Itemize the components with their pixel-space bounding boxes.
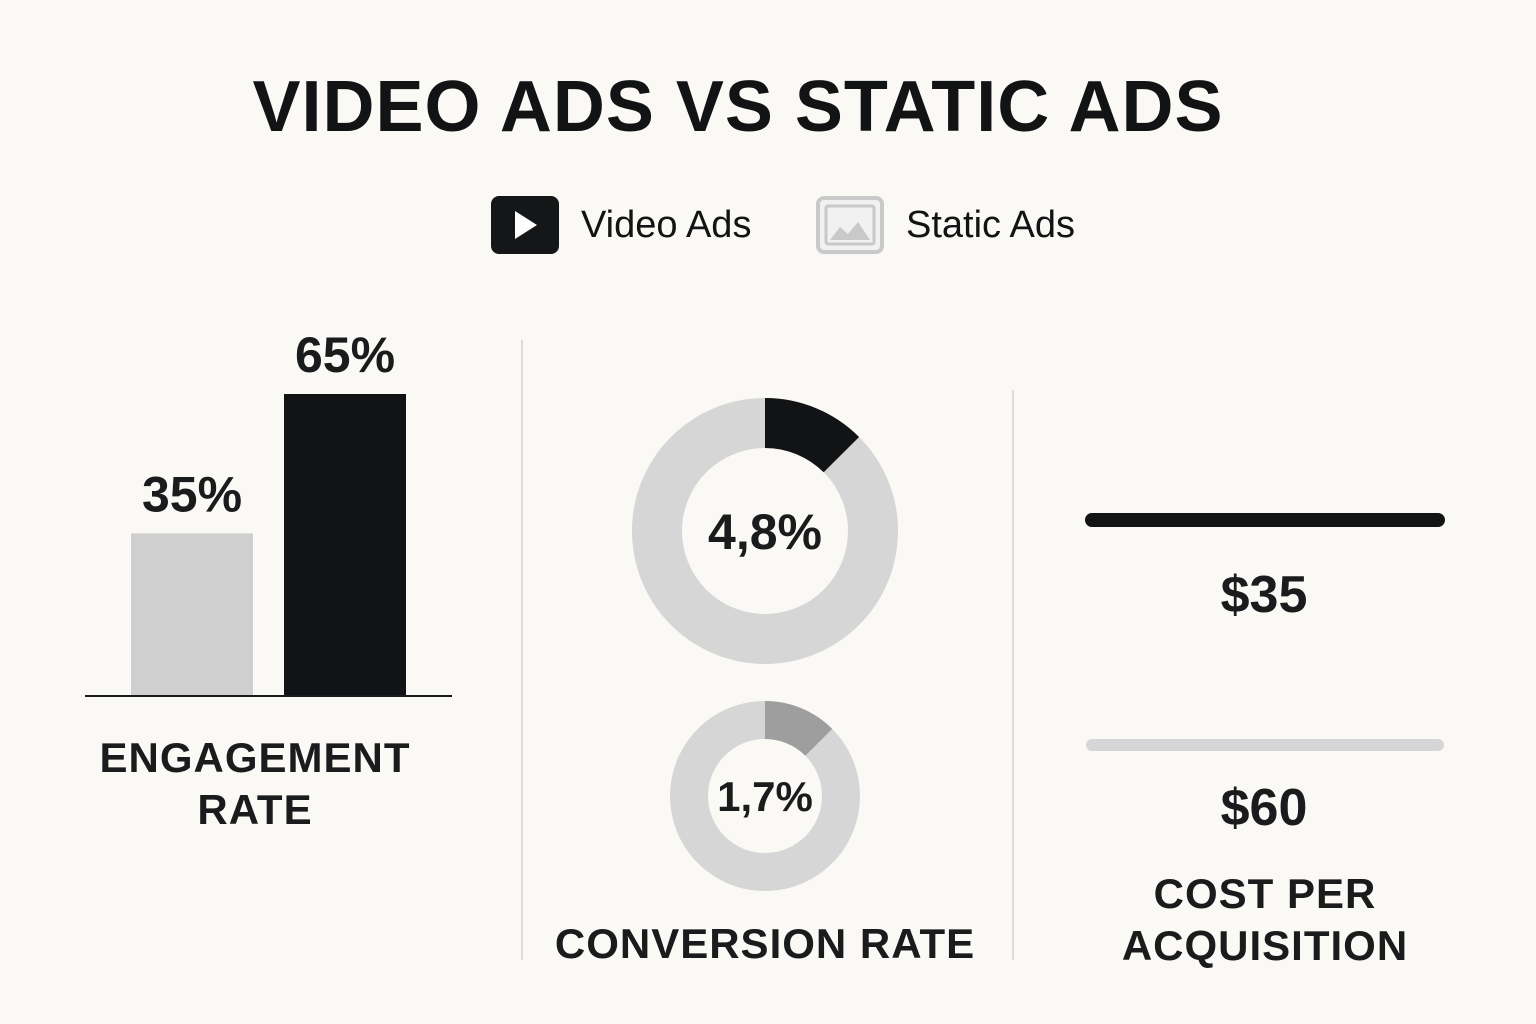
engagement-bar-chart: 35% 65% bbox=[85, 327, 452, 697]
bar-value-label: 65% bbox=[295, 327, 395, 383]
bar-video-ads bbox=[284, 394, 406, 696]
legend-label-video: Video Ads bbox=[581, 203, 752, 246]
legend: Video Ads Static Ads bbox=[0, 196, 1536, 254]
conversion-rate-label: CONVERSION RATE bbox=[554, 920, 976, 967]
engagement-rate-label: ENGAGEMENT RATE bbox=[99, 734, 411, 833]
legend-label-static: Static Ads bbox=[906, 203, 1075, 246]
donut-value-label: 4,8% bbox=[708, 504, 822, 560]
donut-segment-static-ads bbox=[765, 701, 833, 756]
bar-value-label: 35% bbox=[142, 466, 242, 522]
donut-value-label: 1,7% bbox=[717, 773, 813, 820]
legend-item-static: Static Ads bbox=[816, 196, 1075, 254]
bar-static-ads bbox=[131, 533, 253, 696]
play-icon bbox=[491, 196, 559, 254]
cost-per-acquisition-label: COST PER ACQUISITION bbox=[1121, 870, 1409, 969]
divider-right bbox=[1012, 390, 1014, 960]
page-title: VIDEO ADS VS STATIC ADS bbox=[252, 67, 1224, 147]
legend-item-video: Video Ads bbox=[491, 196, 751, 254]
divider-left bbox=[521, 340, 523, 960]
cpa-value-static: $60 bbox=[1220, 779, 1308, 837]
cpa-chart bbox=[1085, 513, 1445, 751]
image-icon bbox=[816, 196, 884, 254]
cpa-value-video: $35 bbox=[1220, 566, 1308, 624]
conversion-donut-chart: 4,8% 1,7% bbox=[632, 398, 898, 891]
donut-segment-video-ads bbox=[765, 398, 860, 473]
